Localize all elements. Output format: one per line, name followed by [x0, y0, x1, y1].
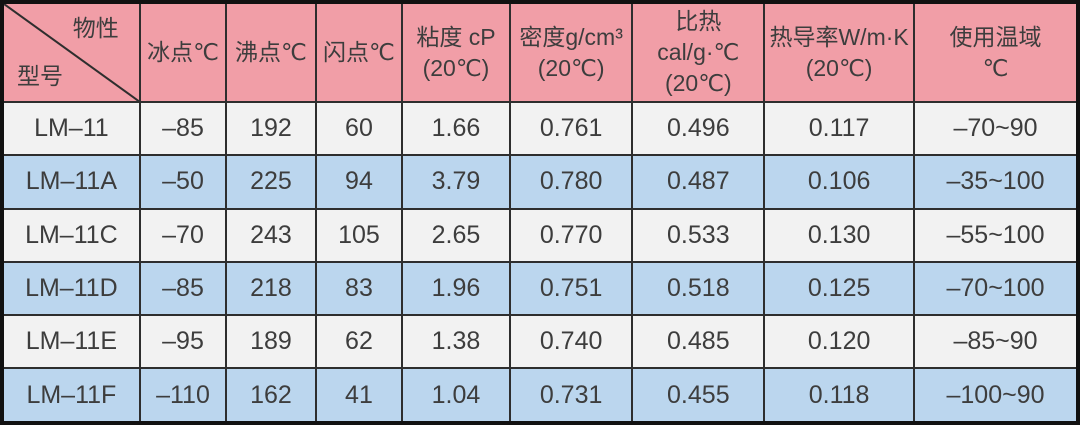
col-header-operating-range: 使用温域 ℃	[913, 0, 1079, 104]
cell: 218	[225, 260, 317, 317]
diagonal-divider-line	[4, 4, 139, 101]
col-header-freezing-point: 冰点℃	[138, 0, 228, 104]
corner-header-cell: 物性 型号	[1, 0, 141, 104]
cell: 105	[314, 207, 404, 263]
table-row-lm11c: LM–11C –70 243 105 2.65 0.770 0.533 0.13…	[1, 207, 1079, 263]
cell: –70~90	[913, 101, 1079, 157]
col-header-density: 密度g/cm³ (20℃)	[508, 0, 634, 104]
cell: 243	[225, 207, 317, 263]
col-header-thermal-conductivity: 热导率W/m·K (20℃)	[763, 0, 916, 104]
cell: –70	[138, 207, 228, 263]
cell: 94	[314, 154, 404, 210]
cell: 0.125	[763, 260, 916, 317]
cell: 0.118	[763, 367, 916, 424]
corner-model-label: 型号	[17, 63, 63, 90]
cell: –50	[138, 154, 228, 210]
cell: 41	[314, 367, 404, 424]
cell: 0.740	[508, 314, 634, 370]
cell: 1.96	[401, 260, 511, 317]
table-header: 物性 型号 冰点℃ 沸点℃ 闪点℃ 粘度 cP (20℃) 密度g/cm³ (	[1, 0, 1079, 104]
model-cell: LM–11A	[1, 154, 141, 210]
cell: –35~100	[913, 154, 1079, 210]
cell: 0.780	[508, 154, 634, 210]
cell: 189	[225, 314, 317, 370]
cell: 0.117	[763, 101, 916, 157]
model-cell: LM–11E	[1, 314, 141, 370]
cell: 1.38	[401, 314, 511, 370]
col-header-flash-point: 闪点℃	[314, 0, 404, 104]
model-cell: LM–11D	[1, 260, 141, 317]
cell: –95	[138, 314, 228, 370]
cell: 83	[314, 260, 404, 317]
corner-property-label: 物性	[72, 15, 119, 41]
cell: 0.518	[631, 260, 766, 317]
cell: 0.533	[631, 207, 766, 263]
model-cell: LM–11C	[1, 207, 141, 263]
cell: 162	[225, 367, 317, 424]
cell: –85~90	[913, 314, 1079, 370]
cell: 0.770	[508, 207, 634, 263]
cell: –55~100	[913, 207, 1079, 263]
cell: –85	[138, 101, 228, 157]
table-body: LM–11 –85 192 60 1.66 0.761 0.496 0.117 …	[1, 101, 1079, 424]
cell: –70~100	[913, 260, 1079, 317]
table-row-lm11: LM–11 –85 192 60 1.66 0.761 0.496 0.117 …	[1, 101, 1079, 157]
cell: 0.496	[631, 101, 766, 157]
cell: 0.455	[631, 367, 766, 424]
cell: 1.04	[401, 367, 511, 424]
cell: –100~90	[913, 367, 1079, 424]
model-cell: LM–11	[1, 101, 141, 157]
cell: 0.120	[763, 314, 916, 370]
cell: 0.761	[508, 101, 634, 157]
model-cell: LM–11F	[1, 367, 141, 424]
cell: 225	[225, 154, 317, 210]
col-header-viscosity: 粘度 cP (20℃)	[401, 0, 511, 104]
cell: 0.731	[508, 367, 634, 424]
table-row-lm11d: LM–11D –85 218 83 1.96 0.751 0.518 0.125…	[1, 260, 1079, 317]
table-row-lm11a: LM–11A –50 225 94 3.79 0.780 0.487 0.106…	[1, 154, 1079, 210]
cell: 3.79	[401, 154, 511, 210]
cell: 0.130	[763, 207, 916, 263]
cell: 0.485	[631, 314, 766, 370]
cell: 0.751	[508, 260, 634, 317]
cell: 60	[314, 101, 404, 157]
col-header-specific-heat: 比热cal/g·℃ (20℃)	[631, 0, 766, 104]
cell: –110	[138, 367, 228, 424]
cell: 1.66	[401, 101, 511, 157]
col-header-boiling-point: 沸点℃	[225, 0, 317, 104]
header-row: 物性 型号 冰点℃ 沸点℃ 闪点℃ 粘度 cP (20℃) 密度g/cm³ (	[1, 0, 1079, 104]
table-row-lm11f: LM–11F –110 162 41 1.04 0.731 0.455 0.11…	[1, 367, 1079, 424]
cell: 2.65	[401, 207, 511, 263]
table-row-lm11e: LM–11E –95 189 62 1.38 0.740 0.485 0.120…	[1, 314, 1079, 370]
cell: 62	[314, 314, 404, 370]
cell: –85	[138, 260, 228, 317]
cell: 0.106	[763, 154, 916, 210]
cell: 0.487	[631, 154, 766, 210]
cell: 192	[225, 101, 317, 157]
